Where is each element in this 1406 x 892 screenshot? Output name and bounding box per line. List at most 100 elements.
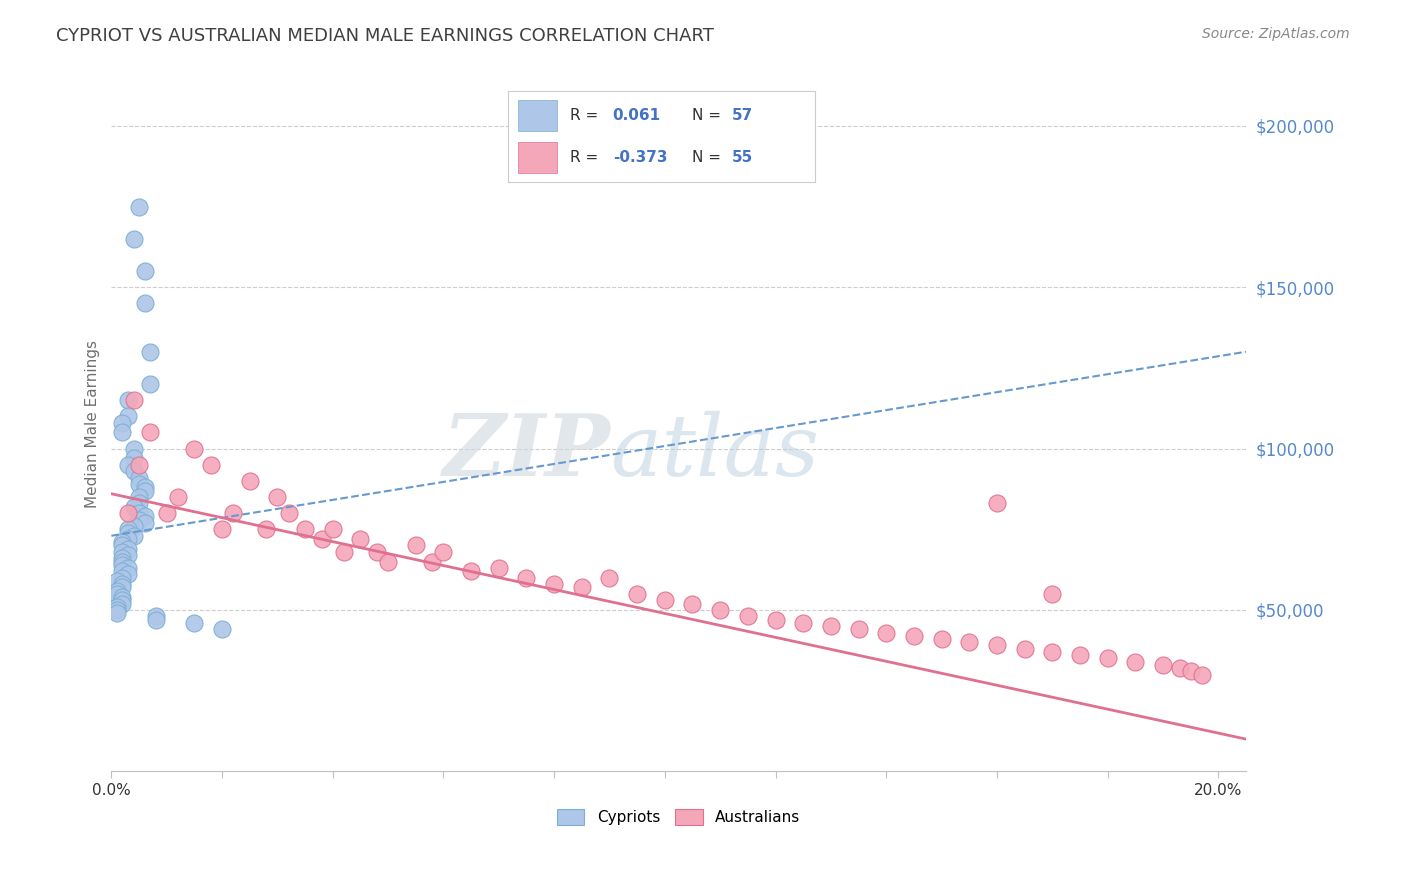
Point — [405, 538, 427, 552]
Point — [117, 567, 139, 582]
Point — [111, 555, 134, 569]
Point — [598, 571, 620, 585]
Point — [122, 451, 145, 466]
Point — [117, 506, 139, 520]
Point — [377, 555, 399, 569]
Point — [156, 506, 179, 520]
Point — [111, 590, 134, 604]
Y-axis label: Median Male Earnings: Median Male Earnings — [86, 341, 100, 508]
Point — [111, 416, 134, 430]
Point — [111, 571, 134, 585]
Point — [128, 458, 150, 472]
Point — [117, 548, 139, 562]
Point — [117, 522, 139, 536]
Point — [1180, 665, 1202, 679]
Point — [654, 593, 676, 607]
Text: ZIP: ZIP — [443, 410, 610, 494]
Point — [128, 506, 150, 520]
Point — [239, 474, 262, 488]
Point — [111, 597, 134, 611]
Point — [128, 470, 150, 484]
Point — [626, 587, 648, 601]
Point — [211, 623, 233, 637]
Point — [1040, 645, 1063, 659]
Point — [277, 506, 299, 520]
Point — [111, 564, 134, 578]
Text: Source: ZipAtlas.com: Source: ZipAtlas.com — [1202, 27, 1350, 41]
Point — [105, 603, 128, 617]
Point — [682, 597, 704, 611]
Point — [737, 609, 759, 624]
Point — [139, 344, 162, 359]
Point — [266, 490, 288, 504]
Point — [111, 551, 134, 566]
Point — [183, 442, 205, 456]
Point — [460, 564, 482, 578]
Point — [183, 615, 205, 630]
Point — [903, 629, 925, 643]
Point — [322, 522, 344, 536]
Point — [111, 593, 134, 607]
Point — [986, 639, 1008, 653]
Point — [122, 500, 145, 514]
Point — [254, 522, 277, 536]
Point — [134, 480, 156, 494]
Point — [366, 545, 388, 559]
Text: atlas: atlas — [610, 411, 820, 493]
Point — [145, 613, 167, 627]
Point — [122, 232, 145, 246]
Point — [122, 442, 145, 456]
Point — [128, 200, 150, 214]
Point — [111, 545, 134, 559]
Point — [200, 458, 222, 472]
Point — [1152, 657, 1174, 672]
Point — [105, 574, 128, 588]
Point — [117, 409, 139, 424]
Point — [128, 477, 150, 491]
Point — [117, 541, 139, 556]
Point — [134, 296, 156, 310]
Point — [117, 532, 139, 546]
Point — [1014, 641, 1036, 656]
Point — [111, 535, 134, 549]
Point — [111, 558, 134, 572]
Point — [105, 587, 128, 601]
Point — [931, 632, 953, 646]
Point — [105, 583, 128, 598]
Point — [1168, 661, 1191, 675]
Point — [957, 635, 980, 649]
Point — [709, 603, 731, 617]
Point — [117, 458, 139, 472]
Point — [134, 264, 156, 278]
Point — [111, 577, 134, 591]
Point — [134, 483, 156, 498]
Point — [139, 377, 162, 392]
Point — [128, 496, 150, 510]
Point — [117, 561, 139, 575]
Point — [105, 599, 128, 614]
Point — [848, 623, 870, 637]
Point — [111, 538, 134, 552]
Point — [986, 496, 1008, 510]
Legend: Cypriots, Australians: Cypriots, Australians — [550, 802, 808, 833]
Point — [105, 606, 128, 620]
Point — [134, 516, 156, 530]
Text: CYPRIOT VS AUSTRALIAN MEDIAN MALE EARNINGS CORRELATION CHART: CYPRIOT VS AUSTRALIAN MEDIAN MALE EARNIN… — [56, 27, 714, 45]
Point — [875, 625, 897, 640]
Point — [134, 509, 156, 524]
Point — [117, 393, 139, 408]
Point — [543, 577, 565, 591]
Point — [333, 545, 356, 559]
Point — [111, 581, 134, 595]
Point — [488, 561, 510, 575]
Point — [128, 513, 150, 527]
Point — [166, 490, 188, 504]
Point — [122, 464, 145, 478]
Point — [122, 519, 145, 533]
Point — [1123, 655, 1146, 669]
Point — [311, 532, 333, 546]
Point — [128, 490, 150, 504]
Point — [145, 609, 167, 624]
Point — [515, 571, 537, 585]
Point — [139, 425, 162, 440]
